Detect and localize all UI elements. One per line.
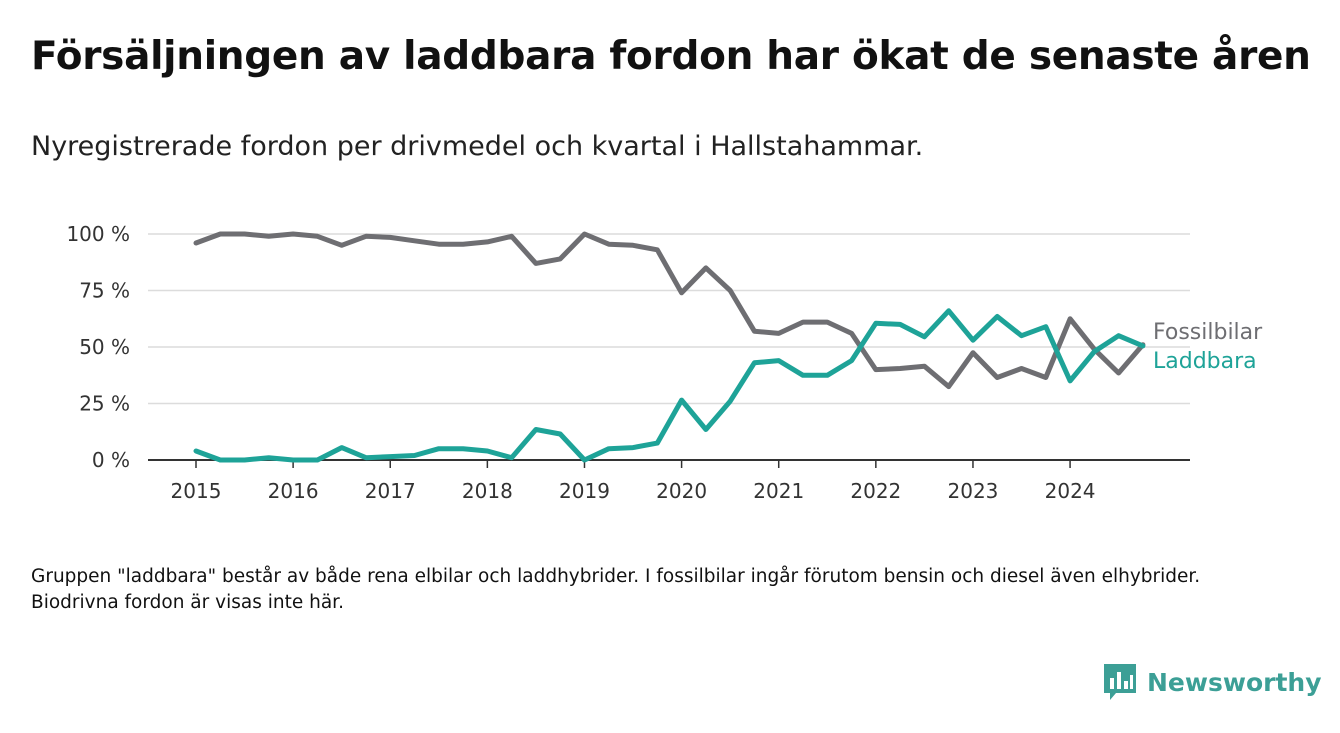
grid-lines [148,233,1190,405]
page-subtitle: Nyregistrerade fordon per drivmedel och … [31,131,924,162]
y-tick-label: 50 % [79,335,130,359]
x-tick-label: 2017 [365,479,416,503]
series-line-laddbara [193,308,1146,463]
x-tick-label: 2024 [1045,479,1096,503]
x-tick-label: 2020 [656,479,707,503]
brand-logo[interactable]: Newsworthy [1102,662,1322,702]
x-tick-label: 2018 [462,479,513,503]
series-label-laddbara: Laddbara [1153,349,1257,374]
brand-name: Newsworthy [1147,667,1322,697]
y-tick-label: 75 % [79,279,130,303]
y-axis-ticks: 0 % 25 % 50 % 75 % 100 % [66,222,130,472]
x-axis: 2015 2016 2017 2018 2019 2020 2021 2022 2023 2024 [148,459,1190,503]
series-lines [193,231,1146,463]
x-tick-label: 2019 [559,479,610,503]
x-tick-label: 2023 [948,479,999,503]
y-tick-label: 100 % [66,222,130,246]
series-line-fossilbilar [193,231,1146,390]
x-tick-label: 2016 [268,479,319,503]
line-chart: 0 %25 %50 %75 %100 % 2015 2016 2017 2018 201… [66,222,1263,503]
footnote: Gruppen "laddbara" består av både rena e… [31,566,1201,613]
x-tick-label: 2022 [850,479,901,503]
y-tick-label: 25 % [79,392,130,416]
x-tick-label: 2015 [171,479,222,503]
series-label-fossilbilar: Fossilbilar [1153,320,1263,345]
y-tick-label: 0 % [92,448,130,472]
series-labels: Fossilbilar Laddbara [1153,320,1263,374]
bar-chart-logo-icon [1104,664,1136,700]
page-title: Försäljningen av laddbara fordon har öka… [31,34,1311,79]
x-tick-label: 2021 [753,479,804,503]
